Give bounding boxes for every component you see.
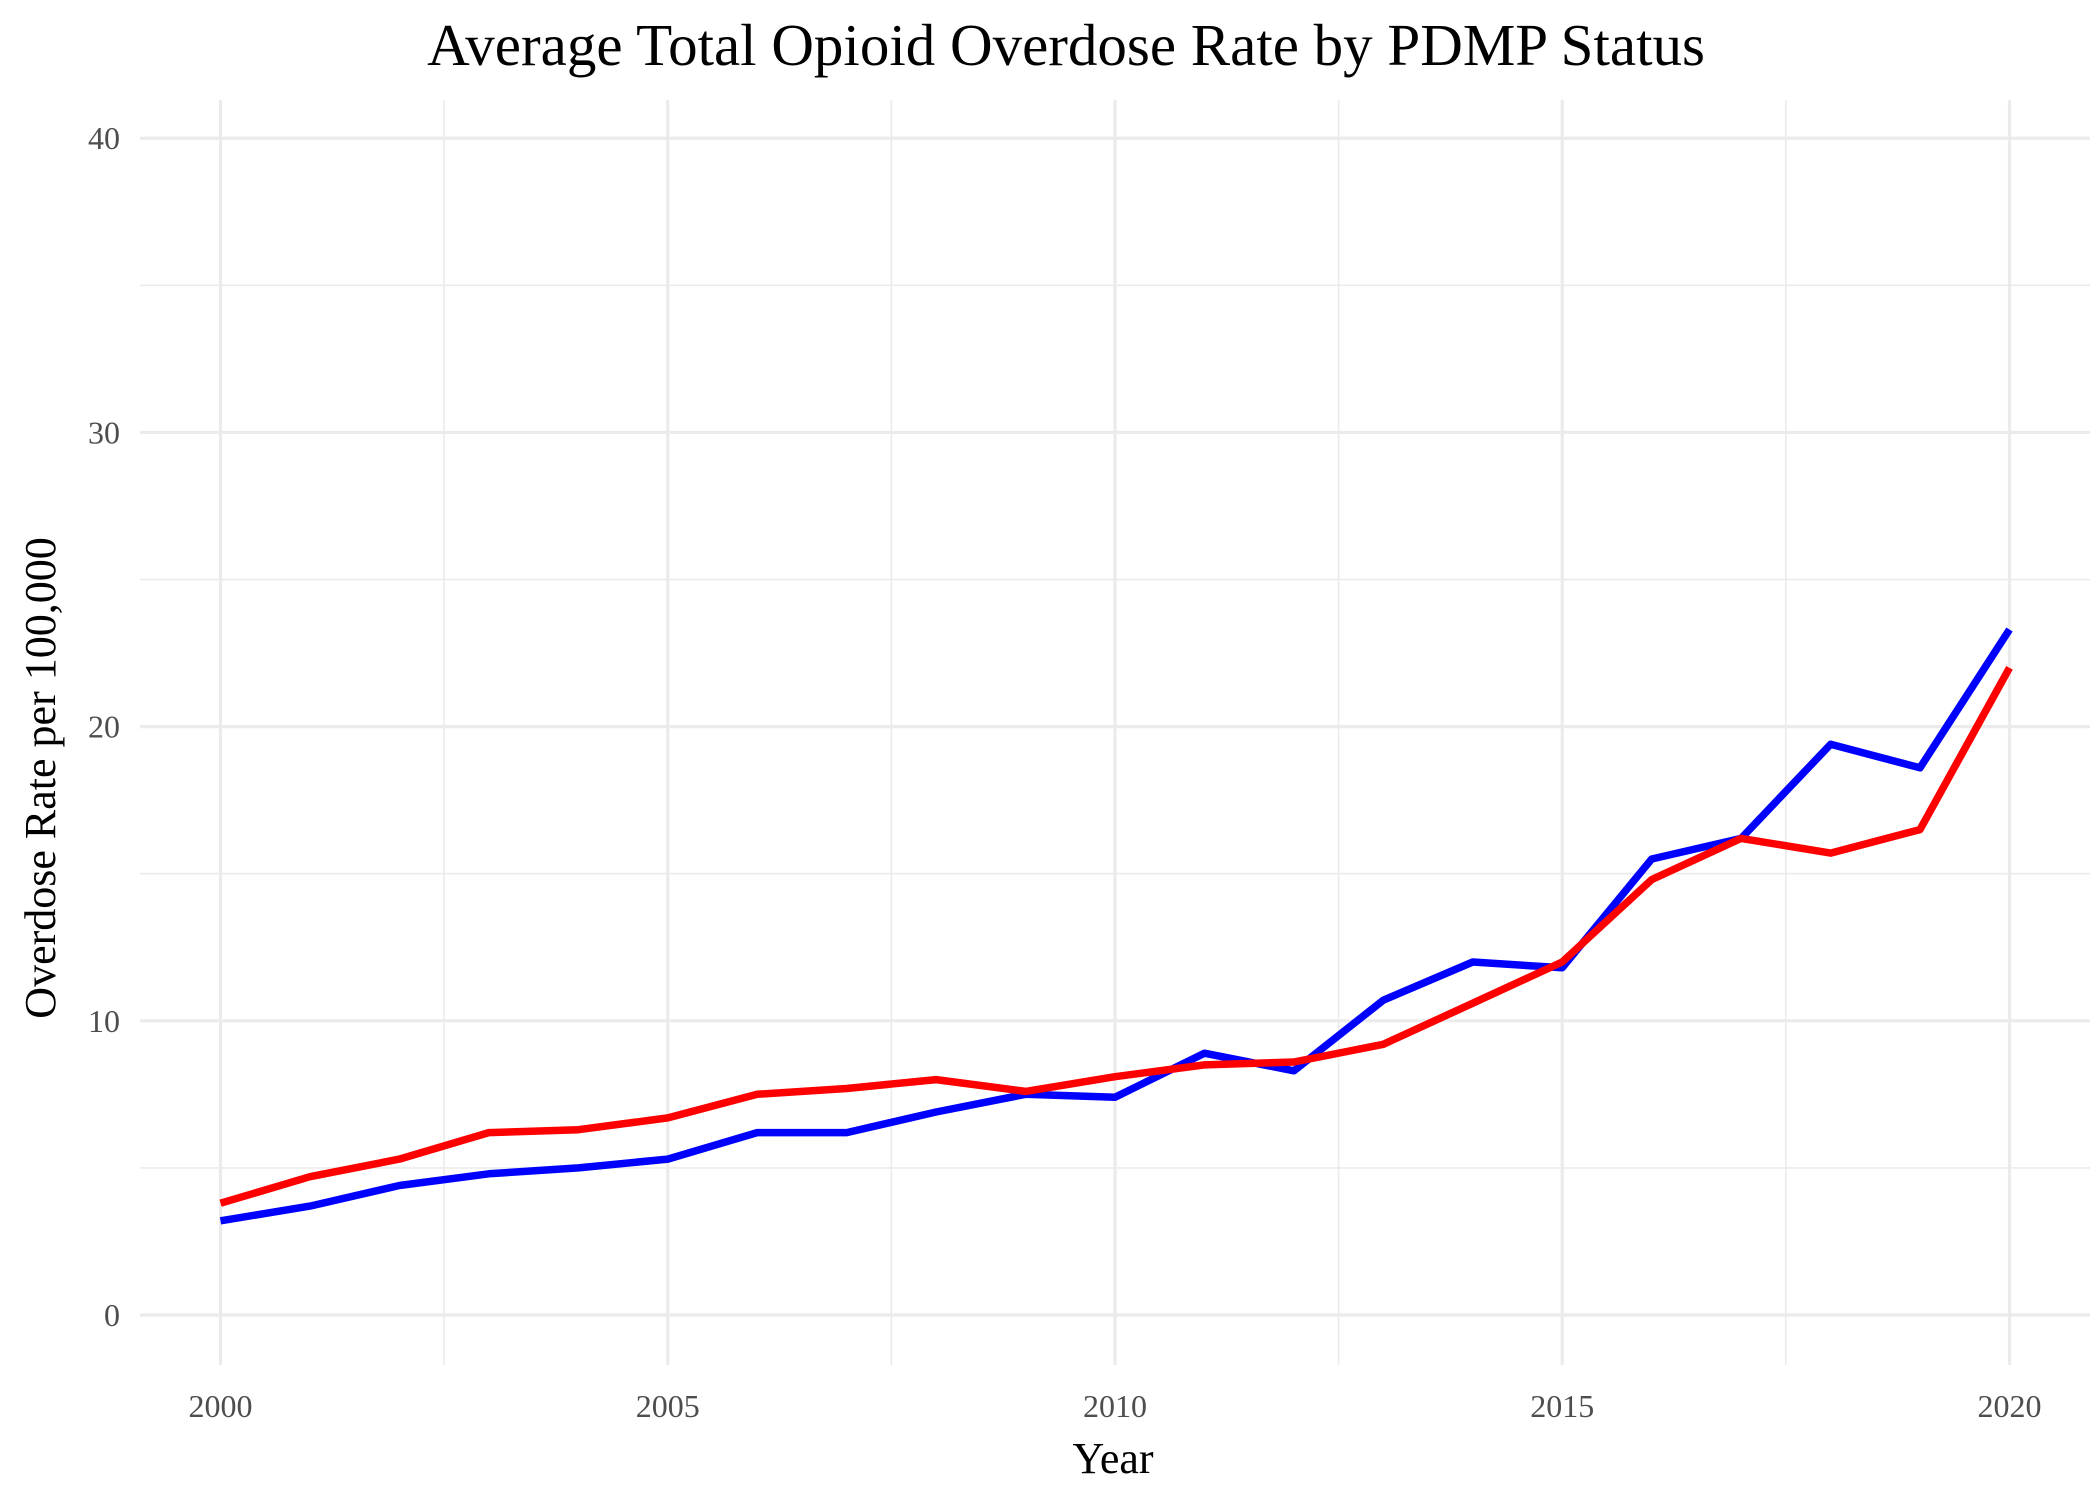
- tick-labels: 0 10 20 30 40 2000 2005 2010 2015 2020: [88, 120, 2041, 1424]
- series-line-2: [219, 665, 2013, 1207]
- chart-title: Average Total Opioid Overdose Rate by PD…: [427, 12, 1705, 78]
- x-tick-label: 2010: [1083, 1388, 1147, 1424]
- y-tick-label: 30: [88, 414, 120, 450]
- x-tick-label: 2005: [636, 1388, 700, 1424]
- y-tick-label: 40: [88, 120, 120, 156]
- y-tick-label: 10: [88, 1003, 120, 1039]
- x-tick-label: 2000: [189, 1388, 253, 1424]
- y-axis-title: Overdose Rate per 100,000: [16, 537, 65, 1018]
- y-tick-label: 0: [104, 1297, 120, 1333]
- y-tick-label: 20: [88, 709, 120, 745]
- grid-lines: [140, 100, 2090, 1365]
- series-lines: [219, 627, 2013, 1225]
- x-tick-label: 2020: [1977, 1388, 2041, 1424]
- x-axis-title: Year: [1072, 1434, 1153, 1483]
- x-tick-label: 2015: [1530, 1388, 1594, 1424]
- series-line-1: [219, 627, 2013, 1225]
